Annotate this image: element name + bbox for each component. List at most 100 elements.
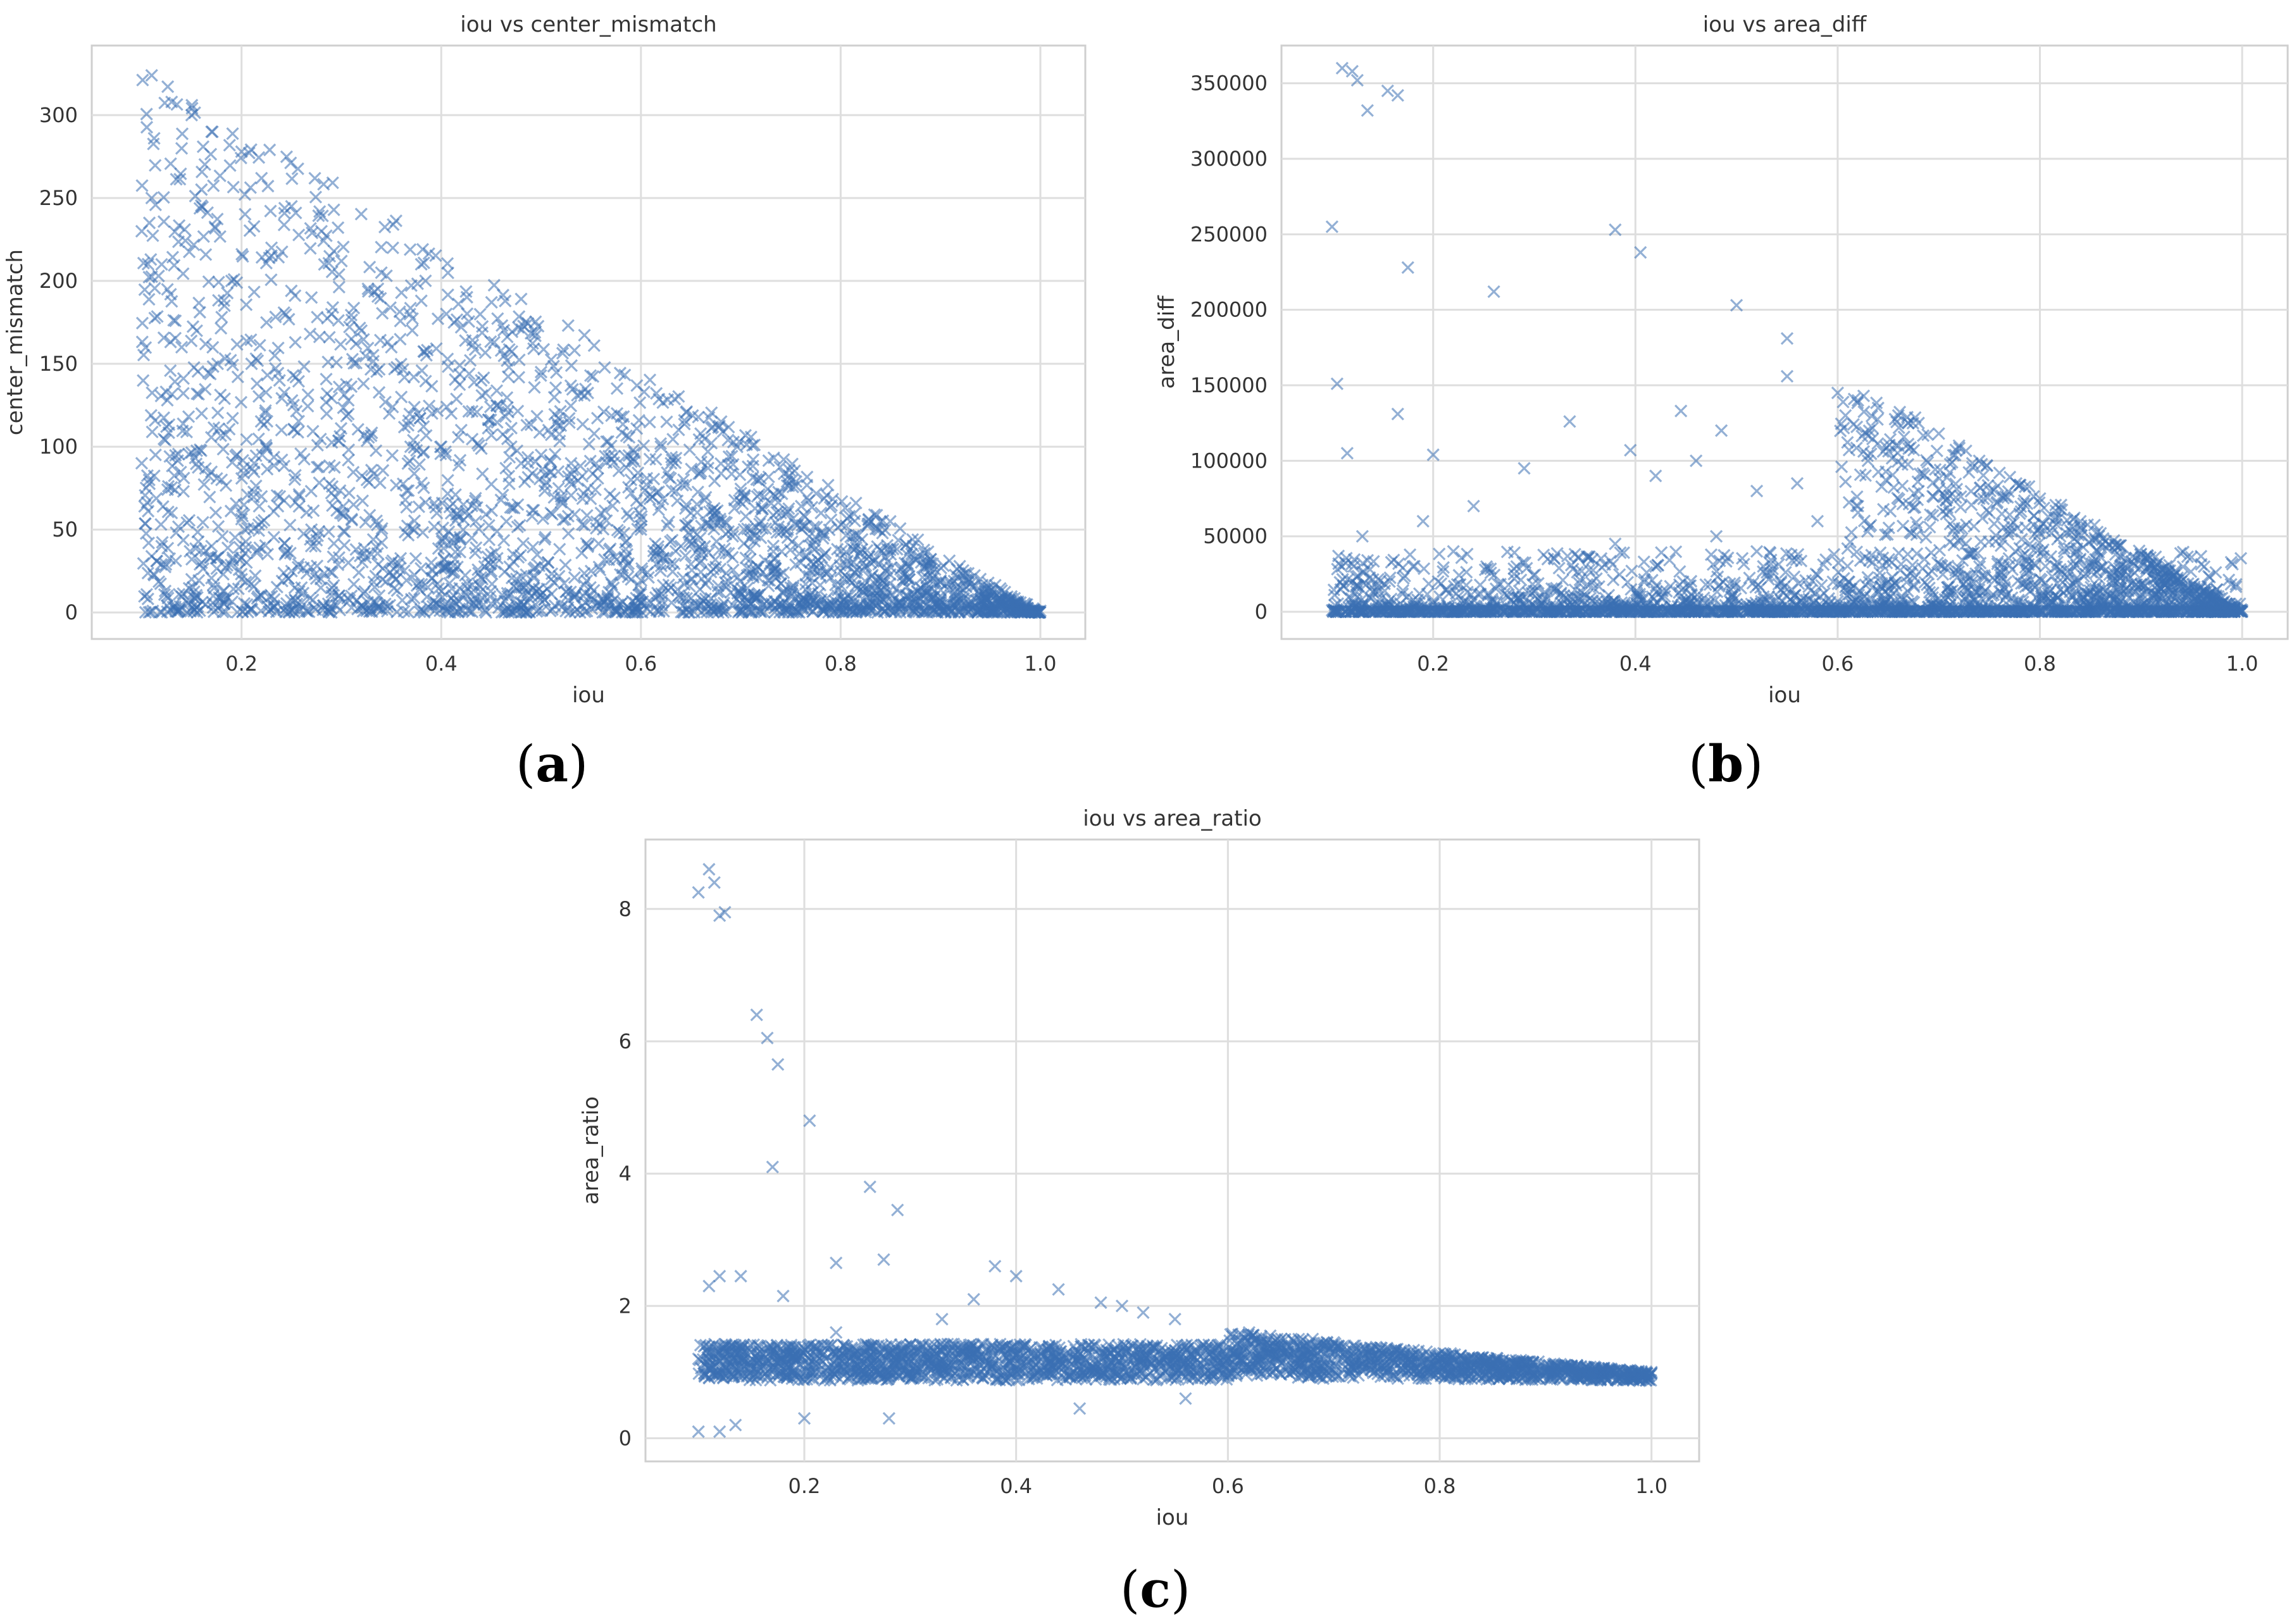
data-point	[346, 352, 359, 366]
data-point	[411, 277, 424, 290]
data-point	[520, 605, 533, 619]
data-point	[630, 494, 643, 507]
data-point	[416, 526, 430, 539]
data-point	[211, 357, 224, 371]
data-point	[1545, 582, 1559, 595]
data-point	[345, 313, 359, 326]
data-point	[323, 330, 336, 344]
data-point	[654, 498, 668, 511]
data-point	[489, 557, 502, 571]
data-point	[708, 502, 721, 515]
data-point	[643, 452, 656, 466]
data-point	[314, 432, 327, 446]
data-point	[746, 453, 760, 466]
data-point	[2197, 560, 2211, 573]
data-point	[187, 238, 201, 252]
data-point	[178, 223, 191, 236]
data-point	[1504, 594, 1518, 607]
data-point	[278, 548, 292, 561]
data-point	[435, 440, 448, 454]
data-point	[337, 538, 351, 552]
data-point	[288, 473, 301, 487]
data-point	[185, 334, 198, 347]
data-point	[460, 290, 473, 304]
data-point	[536, 462, 549, 476]
x-tick-label: 0.6	[1821, 652, 1854, 676]
data-point	[944, 602, 957, 616]
data-point	[958, 605, 972, 619]
data-point	[581, 540, 594, 554]
data-point	[1497, 605, 1510, 619]
data-point	[475, 326, 489, 340]
data-point	[154, 558, 168, 571]
data-point	[271, 251, 285, 264]
data-point	[686, 409, 699, 422]
data-point	[369, 540, 383, 554]
data-point	[504, 421, 518, 435]
data-point	[430, 342, 443, 356]
data-point	[342, 556, 355, 569]
data-point	[425, 407, 439, 420]
data-point	[310, 559, 324, 573]
data-point	[2060, 605, 2074, 619]
data-point	[564, 359, 578, 373]
data-point	[239, 298, 253, 311]
data-point	[1800, 602, 1814, 616]
data-point	[278, 386, 291, 400]
data-point	[205, 125, 218, 139]
data-point	[1461, 547, 1474, 561]
data-point	[235, 509, 249, 523]
data-point	[1452, 590, 1465, 603]
data-point	[199, 462, 212, 475]
data-point	[1988, 604, 2002, 617]
data-point	[578, 328, 591, 342]
data-point	[428, 604, 441, 617]
data-point	[2028, 605, 2042, 619]
data-point	[327, 203, 340, 216]
data-point	[611, 523, 624, 537]
data-point	[633, 396, 647, 409]
data-point	[412, 500, 426, 514]
x-tick-label: 0.4	[1619, 652, 1652, 676]
data-point	[974, 589, 987, 603]
data-point	[255, 589, 268, 603]
data-point	[305, 523, 318, 536]
data-point	[811, 565, 825, 578]
data-point	[375, 266, 388, 280]
data-point	[261, 368, 274, 382]
scatter-points	[135, 69, 1047, 619]
data-point	[416, 604, 430, 617]
data-point	[295, 581, 308, 594]
data-point	[218, 392, 231, 406]
data-point	[485, 295, 498, 309]
data-point	[238, 523, 251, 536]
data-point	[1751, 605, 1764, 619]
data-point	[443, 576, 456, 590]
data-point	[378, 395, 392, 409]
data-point	[499, 461, 513, 475]
data-point	[683, 605, 696, 619]
data-point	[810, 520, 823, 534]
data-point	[287, 399, 300, 412]
data-point	[320, 407, 334, 420]
data-point	[744, 430, 757, 443]
data-point	[1554, 588, 1568, 601]
data-point	[164, 364, 177, 377]
data-point	[304, 242, 317, 255]
data-point	[1594, 552, 1608, 565]
data-point	[416, 243, 430, 256]
data-point	[227, 180, 240, 194]
data-point	[401, 519, 414, 533]
data-point	[401, 457, 415, 470]
data-point	[389, 573, 403, 586]
data-point	[537, 343, 551, 356]
data-point	[1916, 604, 1930, 617]
data-point	[168, 469, 181, 483]
data-point	[461, 577, 474, 590]
data-point	[277, 459, 291, 473]
data-point	[512, 371, 526, 384]
data-point	[613, 366, 627, 380]
data-point	[1537, 549, 1550, 562]
data-point	[575, 387, 588, 400]
data-point	[1822, 592, 1836, 605]
